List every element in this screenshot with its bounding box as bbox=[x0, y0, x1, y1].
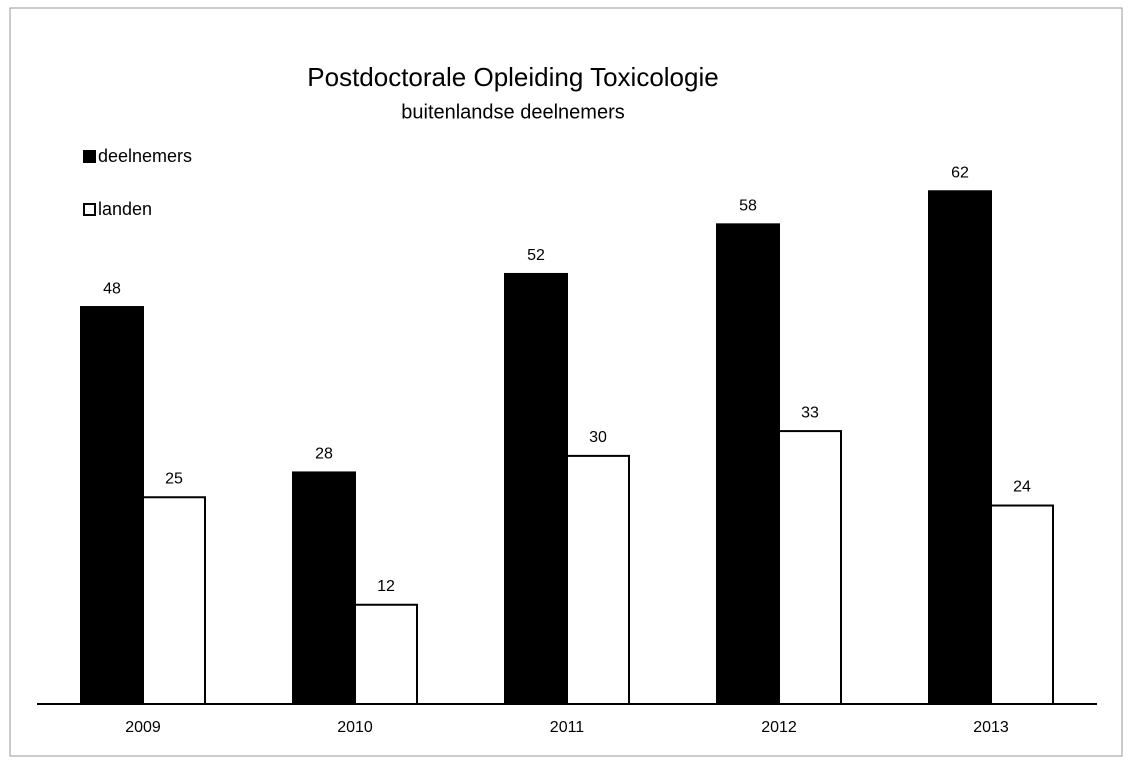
bar bbox=[80, 306, 144, 705]
data-label: 52 bbox=[527, 247, 545, 264]
data-label: 58 bbox=[739, 198, 757, 215]
legend-label: landen bbox=[98, 199, 152, 219]
x-tick-label: 2009 bbox=[125, 719, 161, 736]
data-label: 62 bbox=[951, 164, 969, 181]
bar bbox=[716, 223, 780, 705]
chart-title: Postdoctorale Opleiding Toxicologie bbox=[307, 62, 718, 92]
x-tick-label: 2012 bbox=[761, 719, 797, 736]
data-label: 48 bbox=[103, 280, 121, 297]
bar bbox=[354, 603, 418, 706]
data-label: 33 bbox=[801, 404, 819, 421]
bar bbox=[928, 190, 992, 705]
legend-swatch bbox=[83, 150, 96, 163]
bar bbox=[566, 454, 630, 705]
data-label: 25 bbox=[165, 470, 183, 487]
x-tick-label: 2010 bbox=[337, 719, 373, 736]
bar bbox=[990, 504, 1054, 705]
data-label: 24 bbox=[1013, 479, 1031, 496]
bar bbox=[142, 496, 206, 705]
bar bbox=[778, 430, 842, 705]
legend-swatch bbox=[83, 203, 96, 216]
chart-subtitle: buitenlandse deelnemers bbox=[401, 101, 625, 123]
x-tick-label: 2013 bbox=[973, 719, 1009, 736]
bar bbox=[292, 471, 356, 705]
bar bbox=[504, 272, 568, 705]
data-label: 12 bbox=[377, 578, 395, 595]
data-label: 28 bbox=[315, 446, 333, 463]
legend-label: deelnemers bbox=[98, 146, 192, 166]
x-tick-label: 2011 bbox=[550, 719, 585, 736]
data-label: 30 bbox=[589, 429, 607, 446]
